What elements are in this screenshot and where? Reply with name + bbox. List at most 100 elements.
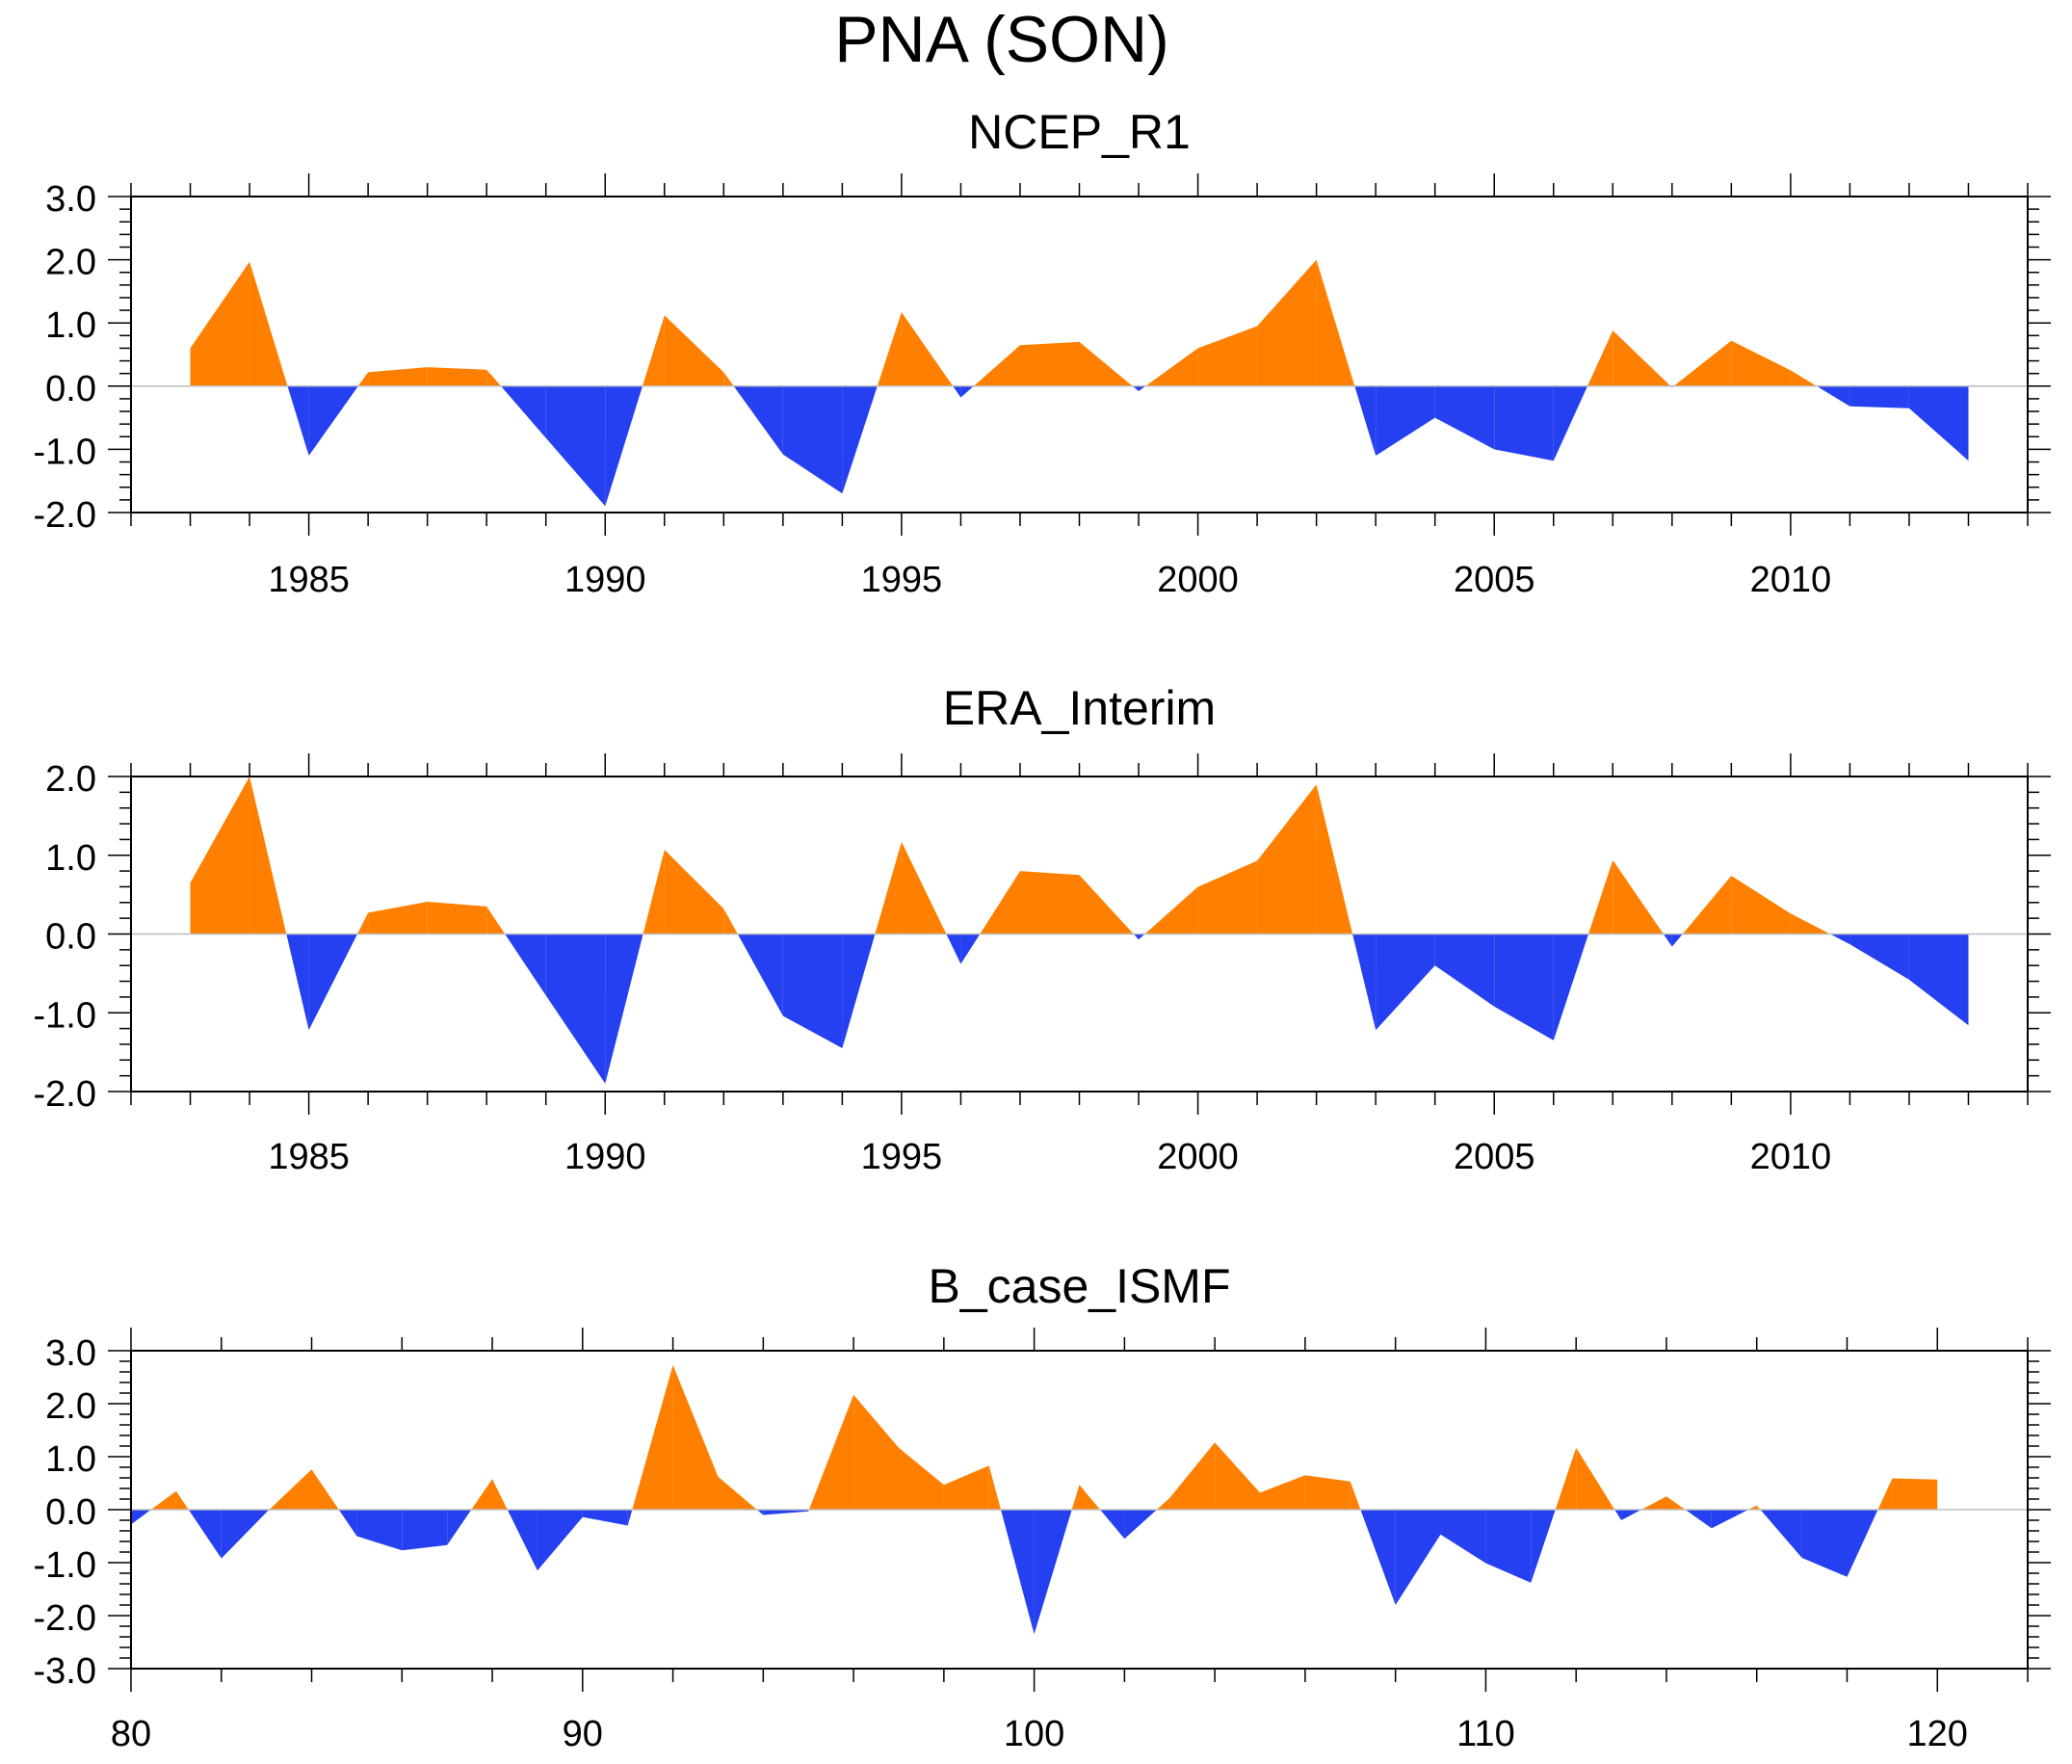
era-interim-negative-area (737, 934, 783, 1016)
era-interim-xtick-label: 1990 (564, 1137, 646, 1177)
b-case-ismf-positive-area (632, 1364, 673, 1510)
b-case-ismf-negative-area (1685, 1510, 1712, 1529)
b-case-ismf-positive-area (471, 1479, 492, 1510)
ncep-r1-positive-area (1731, 340, 1791, 386)
b-case-ismf-negative-area (1614, 1510, 1622, 1520)
ncep-r1-negative-area (1494, 385, 1554, 461)
b-case-ismf-title: B_case_ISMF (928, 1259, 1230, 1313)
era-interim-xtick-label: 2010 (1750, 1137, 1832, 1177)
b-case-ismf-ytick-label: 3.0 (45, 1333, 96, 1374)
era-interim-negative-area (1133, 934, 1139, 940)
era-interim-xtick-label: 2005 (1454, 1137, 1535, 1177)
b-case-ismf-positive-area (1215, 1442, 1260, 1510)
ncep-r1-positive-area (1257, 259, 1317, 386)
ncep-r1-positive-area (1587, 330, 1613, 386)
era-interim-ytick-label: -1.0 (34, 995, 96, 1036)
ncep-r1-positive-area (357, 372, 369, 386)
era-interim-positive-area (190, 777, 250, 935)
b-case-ismf-ytick-label: 2.0 (45, 1386, 96, 1427)
ncep-r1-ytick-label: 1.0 (45, 305, 96, 346)
panel-ncep-r1: NCEP_R1 -2.0 -1.0 0.0 1.0 2.0 3.0 1985 1990 1995 2… (34, 105, 2051, 600)
ncep-r1-negative-area (1132, 385, 1139, 391)
ncep-r1-ytick-label: 3.0 (45, 179, 96, 220)
ncep-r1-positive-area (1197, 326, 1258, 386)
b-case-ismf-positive-area (269, 1469, 312, 1510)
panel-b-case-ismf: B_case_ISMF -3.0 -2.0 -1.0 0.0 1.0 2.0 3.0 80 90 1… (34, 1259, 2051, 1754)
b-case-ismf-negative-area (537, 1510, 583, 1571)
b-case-ismf-ytick-label: -1.0 (34, 1545, 96, 1586)
ncep-r1-positive-area (1079, 341, 1133, 386)
era-interim-positive-area (723, 908, 738, 935)
era-interim-negative-area (308, 934, 357, 1031)
era-interim-positive-area (643, 850, 665, 935)
era-interim-positive-area (1731, 876, 1791, 935)
era-interim-positive-area (875, 841, 902, 935)
b-case-ismf-negative-area (1711, 1510, 1748, 1529)
ncep-r1-negative-area (842, 385, 878, 494)
b-case-ismf-negative-area (221, 1510, 267, 1559)
b-case-ismf-negative-area (1001, 1510, 1035, 1635)
era-interim-positive-area (1790, 913, 1830, 935)
era-interim-title: ERA_Interim (943, 681, 1216, 735)
b-case-ismf-positive-area (1079, 1485, 1101, 1510)
b-case-ismf-xtick-label: 90 (563, 1714, 603, 1754)
b-case-ismf-negative-area (1034, 1510, 1072, 1635)
b-case-ismf-negative-area (1847, 1510, 1878, 1577)
ncep-r1-ytick-label: 2.0 (45, 243, 96, 283)
b-case-ismf-positive-area (1877, 1478, 1893, 1510)
b-case-ismf-positive-area (672, 1364, 719, 1510)
era-interim-negative-area (1663, 934, 1672, 947)
ncep-r1-positive-area (368, 367, 428, 386)
era-interim-negative-area (1376, 934, 1435, 1031)
era-interim-negative-area (946, 934, 961, 964)
b-case-ismf-xtick-label: 100 (1004, 1714, 1064, 1754)
era-interim-positive-area (1682, 876, 1732, 935)
b-case-ismf-positive-area (1748, 1505, 1757, 1510)
figure-title: PNA (SON) (834, 3, 1169, 76)
b-case-ismf-positive-area (943, 1465, 989, 1510)
ncep-r1-xtick-label: 2000 (1157, 560, 1239, 600)
era-interim-ytick-label: -2.0 (34, 1074, 96, 1115)
ncep-r1-negative-area (605, 385, 643, 507)
era-interim-xtick-label: 1995 (861, 1137, 943, 1177)
ncep-r1-positive-area (1316, 259, 1355, 386)
b-case-ismf-negative-area (507, 1510, 538, 1571)
ncep-r1-xtick-label: 1995 (861, 560, 943, 600)
era-interim-positive-area (1257, 784, 1317, 935)
ncep-r1-negative-area (1434, 385, 1495, 450)
ncep-r1-negative-area (545, 385, 606, 507)
era-interim-positive-area (357, 912, 369, 935)
ncep-r1-negative-area (1139, 385, 1146, 391)
ncep-r1-negative-area (1816, 385, 1850, 407)
b-case-ismf-positive-area (808, 1394, 854, 1510)
era-interim-ytick-label: 1.0 (45, 838, 96, 879)
ncep-r1-ytick-label: -1.0 (34, 432, 96, 472)
b-case-ismf-positive-area (988, 1465, 1001, 1510)
b-case-ismf-positive-area (1350, 1481, 1361, 1510)
ncep-r1-negative-area (782, 385, 843, 494)
b-case-ismf-positive-area (1169, 1442, 1216, 1510)
ncep-r1-negative-area (308, 385, 358, 456)
b-case-ismf-positive-area (1576, 1447, 1615, 1510)
b-case-ismf-ytick-label: -3.0 (34, 1651, 96, 1692)
ncep-r1-title: NCEP_R1 (968, 105, 1191, 159)
ncep-r1-positive-area (1145, 348, 1198, 386)
era-interim-negative-area (1908, 934, 1969, 1026)
b-case-ismf-negative-area (338, 1510, 357, 1537)
era-interim-positive-area (1020, 871, 1080, 935)
b-case-ismf-positive-area (175, 1490, 189, 1510)
era-interim-negative-area (960, 934, 981, 964)
b-case-ismf-negative-area (1100, 1510, 1125, 1540)
era-interim-positive-area (1613, 859, 1664, 935)
ncep-r1-positive-area (877, 312, 902, 386)
era-interim-xtick-label: 1985 (268, 1137, 350, 1177)
b-case-ismf-negative-area (1440, 1510, 1486, 1564)
b-case-ismf-negative-area (1485, 1510, 1532, 1583)
b-case-ismf-negative-area (627, 1510, 633, 1526)
era-interim-negative-area (1829, 934, 1850, 945)
b-case-ismf-positive-area (1756, 1505, 1761, 1510)
ncep-r1-xtick-label: 2005 (1454, 560, 1535, 600)
b-case-ismf-positive-area (899, 1447, 944, 1510)
era-interim-positive-area (249, 777, 287, 935)
era-interim-positive-area (901, 841, 947, 935)
